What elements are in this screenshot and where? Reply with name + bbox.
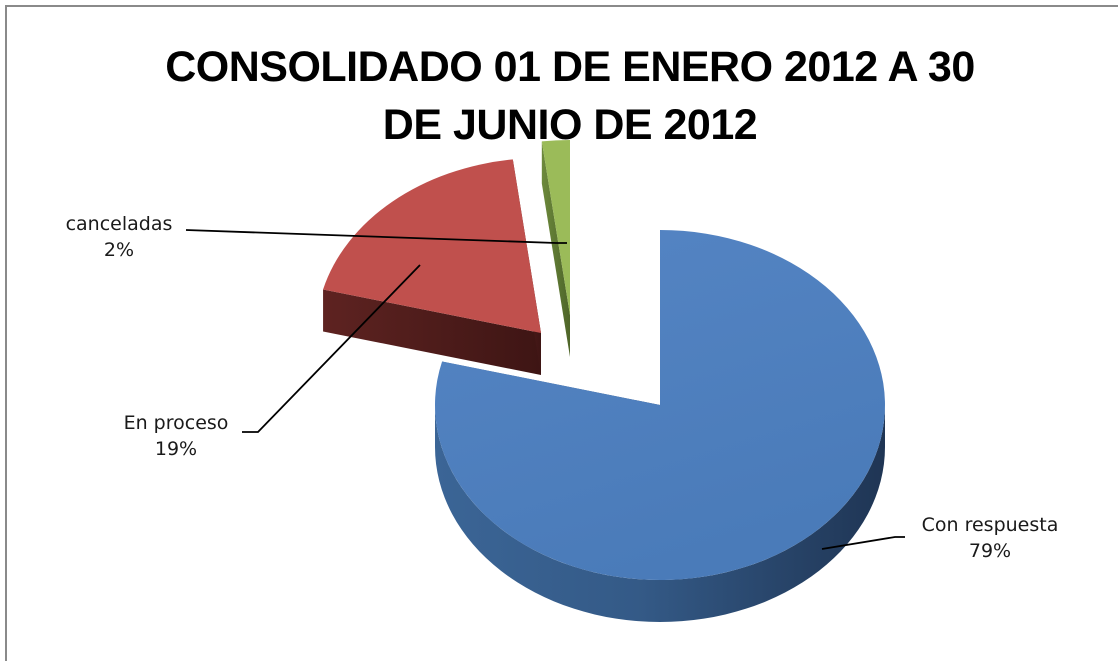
- chart-title: CONSOLIDADO 01 DE ENERO 2012 A 30 DE JUN…: [140, 38, 1000, 154]
- pie-slice-con-respuesta-side: [435, 405, 885, 622]
- data-label-canceladas-percent: 2%: [103, 239, 135, 261]
- pie-slice-en-proceso: [323, 159, 541, 375]
- pie-slices: [323, 140, 886, 622]
- pie-slice-canceladas: [541, 140, 570, 357]
- pie-slice-en-proceso-top: [323, 159, 541, 333]
- data-label-canceladas-name: canceladas: [65, 213, 173, 235]
- chart-title-line-1: CONSOLIDADO 01 DE ENERO 2012 A 30: [165, 43, 975, 91]
- chart-title-line-2: DE JUNIO DE 2012: [382, 101, 758, 149]
- data-label-canceladas: canceladas 2%: [40, 211, 198, 263]
- data-label-en-proceso-percent: 19%: [154, 438, 198, 460]
- leader-line-canceladas: [185, 229, 567, 244]
- leader-line-con-respuesta: [821, 536, 905, 550]
- data-label-con-respuesta-percent: 79%: [968, 540, 1012, 562]
- pie-slice-canceladas-top: [541, 140, 570, 315]
- data-label-con-respuesta-name: Con respuesta: [921, 514, 1059, 536]
- leader-lines: [185, 229, 905, 550]
- pie-slice-en-proceso-wall: [323, 289, 541, 375]
- data-label-en-proceso-name: En proceso: [123, 412, 229, 434]
- data-label-con-respuesta: Con respuesta 79%: [900, 512, 1080, 564]
- pie-slice-con-respuesta: [435, 230, 886, 622]
- pie-slice-con-respuesta-top: [435, 230, 886, 580]
- data-label-en-proceso: En proceso 19%: [96, 410, 256, 462]
- pie-slice-canceladas-wall: [541, 141, 570, 357]
- leader-line-en-proceso: [242, 264, 421, 433]
